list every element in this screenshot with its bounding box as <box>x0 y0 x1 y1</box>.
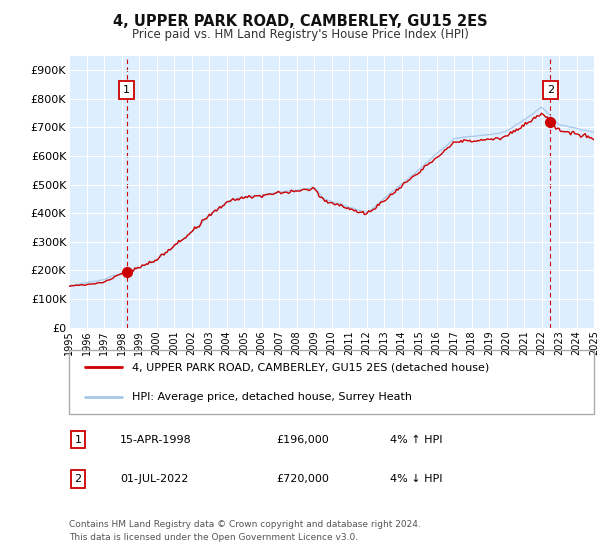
Text: 4% ↑ HPI: 4% ↑ HPI <box>390 435 443 445</box>
Text: 01-JUL-2022: 01-JUL-2022 <box>120 474 188 484</box>
Text: 4% ↓ HPI: 4% ↓ HPI <box>390 474 443 484</box>
Text: 15-APR-1998: 15-APR-1998 <box>120 435 192 445</box>
Text: HPI: Average price, detached house, Surrey Heath: HPI: Average price, detached house, Surr… <box>132 392 412 402</box>
Text: Contains HM Land Registry data © Crown copyright and database right 2024.: Contains HM Land Registry data © Crown c… <box>69 520 421 529</box>
Text: £196,000: £196,000 <box>276 435 329 445</box>
Text: 1: 1 <box>123 85 130 95</box>
Text: 2: 2 <box>74 474 82 484</box>
Text: This data is licensed under the Open Government Licence v3.0.: This data is licensed under the Open Gov… <box>69 533 358 542</box>
Text: £720,000: £720,000 <box>276 474 329 484</box>
Text: 4, UPPER PARK ROAD, CAMBERLEY, GU15 2ES: 4, UPPER PARK ROAD, CAMBERLEY, GU15 2ES <box>113 14 487 29</box>
Text: 1: 1 <box>74 435 82 445</box>
Text: 2: 2 <box>547 85 554 95</box>
Text: Price paid vs. HM Land Registry's House Price Index (HPI): Price paid vs. HM Land Registry's House … <box>131 28 469 41</box>
Text: 4, UPPER PARK ROAD, CAMBERLEY, GU15 2ES (detached house): 4, UPPER PARK ROAD, CAMBERLEY, GU15 2ES … <box>132 362 489 372</box>
